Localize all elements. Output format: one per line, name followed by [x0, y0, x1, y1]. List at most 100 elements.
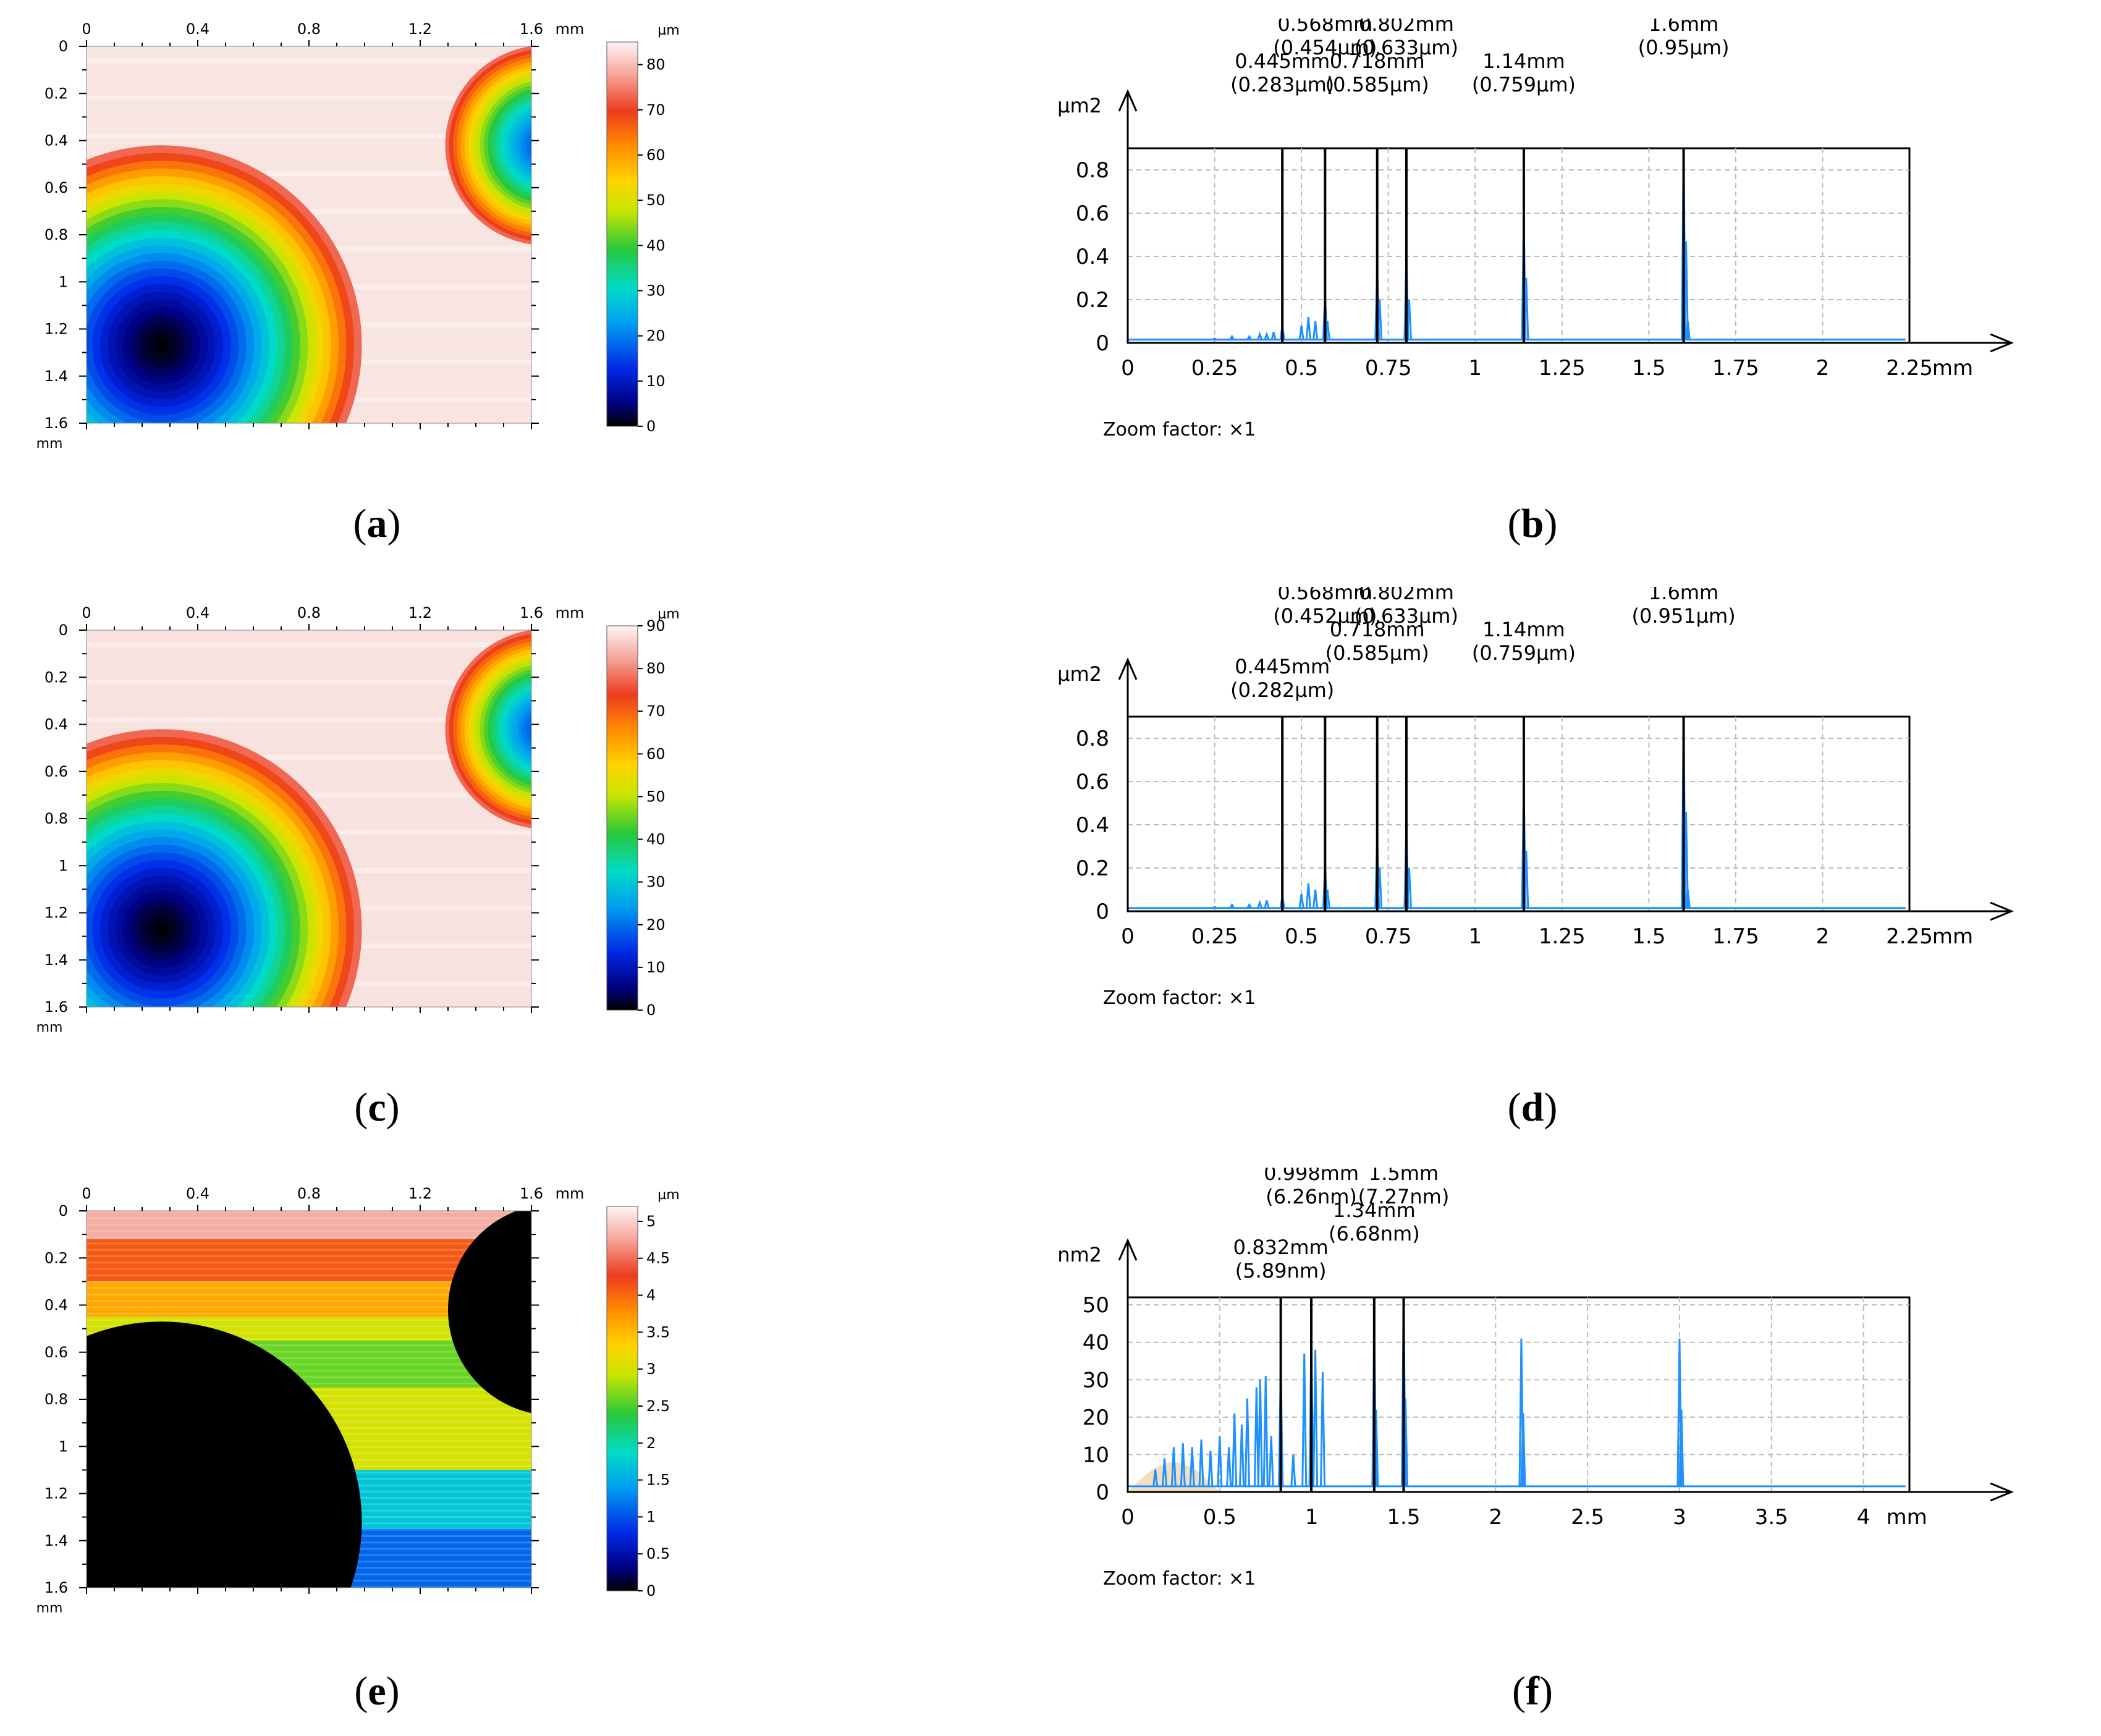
spectrum-peak: [1678, 1409, 1685, 1486]
marker-label: 1.6mm: [1649, 587, 1718, 604]
spectrum-panel-f: 0.832mm(5.89nm) 0.998mm(6.26nm)1.34mm(6.6…: [1057, 1168, 2014, 1590]
y-tick-label: 0: [59, 622, 68, 639]
y-tick-label: 0.4: [44, 132, 68, 150]
colorbar-tick-label: 10: [646, 959, 666, 976]
x-tick-label: 1.5: [1632, 356, 1665, 381]
small-crater-contour: [538, 722, 553, 737]
y-tick-label: 1.6: [44, 1579, 68, 1596]
x-tick-label: 0.75: [1365, 924, 1412, 949]
marker-label: 1.14mm: [1482, 49, 1565, 73]
colorbar-tick-label: 3: [646, 1360, 656, 1378]
marker-label: 0.718mm: [1330, 618, 1425, 641]
spectrum-peak: [1264, 331, 1270, 340]
scan-streak: [87, 1249, 531, 1251]
colorbar-tick-label: 3.5: [646, 1323, 670, 1341]
heightmap-panel-e: 0 0.4 0.8 1.2 1.6 mm 0 0.2 0.4 0.6 0.8 1 1.2 1.4 1.6 mm…: [36, 1185, 680, 1616]
spectrum-peak: [1406, 299, 1412, 340]
colorbar-tick-label: 60: [646, 146, 666, 164]
y-tick-label: 1.6: [44, 415, 68, 432]
plot-box: [1127, 1296, 1911, 1493]
heatmap-plot: [87, 630, 553, 1007]
scan-streak: [87, 1242, 531, 1245]
spectrum-peak: [1264, 900, 1270, 909]
y-tick-label: 0.4: [44, 1297, 68, 1314]
x-tick-label: 1.6: [520, 604, 543, 622]
plot-box: [1127, 715, 1911, 912]
small-crater-contour: [534, 133, 557, 156]
colorbar-tick-label: 20: [646, 327, 666, 345]
x-tick-label: 0.25: [1191, 924, 1238, 949]
colorbar-unit: µm: [657, 1187, 679, 1203]
y-axis-unit: mm: [36, 436, 63, 452]
x-tick-label: 1.6: [520, 20, 543, 38]
scan-streak: [87, 1382, 531, 1384]
colorbar-unit: µm: [657, 607, 679, 622]
x-tick-label: 0.4: [186, 20, 209, 38]
height-band: [87, 1211, 531, 1239]
panel-caption-d: (d): [1507, 1085, 1558, 1130]
marker-label: 0.445mm: [1235, 49, 1330, 73]
x-tick-label: 0.25: [1191, 356, 1238, 381]
small-crater-contour: [526, 715, 531, 743]
spectrum-peak: [1244, 1398, 1250, 1486]
colorbar-tick-label: 4.5: [646, 1250, 670, 1267]
heightmap-panel-c: 0 0.4 0.8 1.2 1.6 mm 0 0.2 0.4 0.6 0.8 1 1.2 1.4 1.6 mm…: [36, 604, 680, 1035]
spectrum-peak: [1257, 900, 1263, 909]
y-axis-unit: mm: [36, 1020, 63, 1035]
spectrum-peak: [1301, 1353, 1308, 1486]
y-tick-label: 20: [1083, 1405, 1109, 1430]
y-axis-unit: µm2: [1057, 94, 1102, 117]
scan-streak: [87, 1357, 531, 1359]
spectrum-peak: [1262, 1376, 1269, 1486]
scan-streak: [87, 1293, 531, 1296]
spectrum-peak: [1298, 893, 1304, 908]
colorbar-tick-label: 80: [646, 56, 666, 74]
marker-value: (5.89nm): [1235, 1259, 1327, 1283]
y-tick-label: 0.2: [44, 85, 68, 102]
zoom-factor-label: Zoom factor: ×1: [1103, 419, 1256, 440]
heightmap-panel-a: 0 0.4 0.8 1.2 1.6 mm 0 0.2 0.4 0.6 0.8 1 1.2 1.4 1.6 mm…: [36, 20, 680, 452]
spectrum-peak: [1520, 1413, 1526, 1486]
spectrum-peak: [1239, 1424, 1245, 1486]
x-axis-unit: mm: [1932, 924, 1973, 949]
y-tick-label: 10: [1083, 1443, 1109, 1467]
y-tick-label: 0.4: [1076, 245, 1109, 269]
panel-caption-c: (c): [354, 1085, 400, 1130]
panel-caption-f: (f): [1512, 1669, 1553, 1714]
colorbar-tick-label: 1.5: [646, 1472, 670, 1489]
colorbar-tick-label: 40: [646, 831, 666, 848]
y-tick-label: 1.4: [44, 1532, 68, 1549]
x-tick-label: 0: [82, 604, 91, 622]
scan-streak: [87, 1325, 531, 1328]
zoom-factor-label: Zoom factor: ×1: [1103, 1568, 1256, 1590]
scan-streak: [87, 1338, 531, 1340]
marker-value: (6.26nm): [1266, 1185, 1357, 1208]
y-tick-label: 0.8: [1076, 727, 1109, 751]
colorbar-tick-label: 60: [646, 745, 666, 762]
y-tick-label: 1.2: [44, 321, 68, 338]
scan-streak: [87, 1229, 531, 1232]
scan-line: [87, 96, 531, 101]
x-axis-arrow: [1990, 901, 2014, 921]
x-tick-label: 0.8: [297, 604, 321, 622]
x-tick-label: 1.5: [1387, 1505, 1420, 1530]
colorbar-tick-label: 0: [646, 1001, 656, 1019]
spectrum-peak: [1253, 1387, 1259, 1486]
y-axis-arrow: [1118, 89, 1138, 112]
y-tick-label: 0.6: [44, 179, 68, 196]
colorbar-tick-label: 30: [646, 874, 666, 891]
spectrum-panel-b: 0.445mm(0.283µm)0.568mm(0.454µm)0.718mm(…: [1057, 19, 2014, 440]
x-tick-label: 1.6: [520, 1185, 543, 1202]
spectrum-peak: [1268, 1436, 1274, 1486]
marker-label: 1.34mm: [1333, 1199, 1416, 1222]
x-tick-label: 1: [1468, 356, 1482, 381]
marker-value: (0.951µm): [1632, 604, 1736, 628]
spectrum-peak: [1313, 1349, 1319, 1486]
scan-streak: [87, 1217, 531, 1220]
spectrum-peak: [1229, 903, 1235, 909]
x-tick-label: 1: [1305, 1505, 1319, 1530]
scan-line: [87, 133, 531, 139]
panel-caption-b: (b): [1507, 501, 1558, 546]
x-tick-label: 0.5: [1285, 356, 1318, 381]
x-tick-label: 0: [1121, 356, 1135, 381]
